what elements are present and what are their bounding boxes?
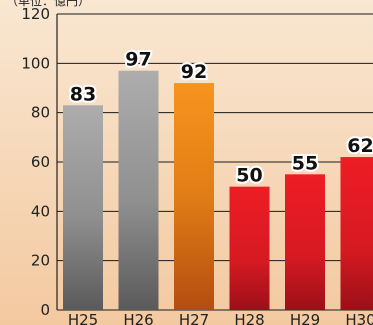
- y-tick-label: 60: [31, 153, 50, 171]
- value-label-H29: 55: [292, 152, 318, 174]
- unit-label: （単位：億円）: [6, 0, 90, 8]
- x-tick-label: H25: [68, 311, 98, 325]
- bar-H30: [340, 157, 373, 310]
- bar-H25: [63, 105, 103, 311]
- x-tick-label: H28: [234, 311, 264, 325]
- value-labels: 83 97 92 50 55 62: [68, 47, 373, 189]
- y-tick-label: 20: [31, 252, 50, 270]
- x-axis-labels: H25 H26 H27 H28 H29 H30: [68, 311, 373, 325]
- x-tick-label: H27: [179, 311, 209, 325]
- bars: [63, 70, 373, 311]
- value-label-H26: 97: [125, 49, 151, 71]
- y-tick-label: 0: [40, 301, 50, 319]
- gridlines: [57, 13, 373, 311]
- bar-H29: [285, 174, 325, 310]
- value-label-H28: 50: [236, 165, 262, 187]
- bar-H28: [229, 186, 270, 310]
- bar-H27: [174, 83, 214, 310]
- x-tick-label: H30: [345, 311, 373, 325]
- value-label-H25: 83: [70, 83, 96, 105]
- value-label-H27: 92: [181, 61, 207, 83]
- bar-H26: [118, 70, 159, 310]
- value-label-H30: 62: [347, 135, 373, 157]
- y-tick-label: 100: [21, 54, 50, 72]
- y-tick-label: 120: [21, 5, 50, 23]
- y-axis-ticks: 0 20 40 60 80 100 120: [21, 5, 50, 319]
- y-tick-label: 80: [31, 104, 50, 122]
- y-tick-label: 40: [31, 202, 50, 220]
- x-tick-label: H26: [123, 311, 153, 325]
- x-tick-label: H29: [290, 311, 320, 325]
